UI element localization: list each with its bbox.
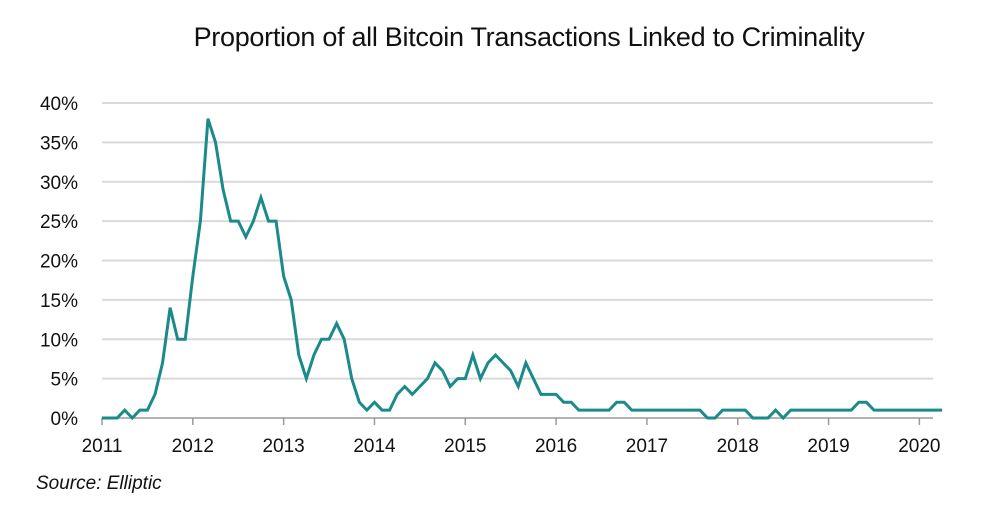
x-axis-tick-labels: 2011 2012 2013 2014 2015 2016 2017 2018 2019 2020 — [82, 436, 941, 457]
y-tick-label: 0% — [51, 409, 79, 430]
gridlines — [102, 102, 933, 380]
series-layer — [102, 118, 943, 421]
y-tick-label: 30% — [40, 173, 78, 194]
y-axis-tick-labels: 0% 5% 10% 15% 20% 25% 30% 35% 40% — [40, 94, 78, 430]
y-tick-label: 25% — [40, 212, 78, 233]
y-tick-label: 35% — [40, 133, 78, 154]
x-tick-label: 2014 — [353, 436, 396, 457]
x-tick-label: 2020 — [898, 436, 940, 457]
chart-title: Proportion of all Bitcoin Transactions L… — [193, 22, 865, 52]
x-tick-label: 2012 — [172, 436, 214, 457]
y-tick-label: 5% — [51, 370, 79, 391]
y-tick-label: 15% — [40, 291, 78, 312]
x-tick-label: 2013 — [262, 436, 304, 457]
y-tick-label: 20% — [40, 252, 78, 273]
series-line — [102, 118, 943, 421]
x-axis — [101, 417, 933, 425]
x-tick-label: 2011 — [82, 436, 123, 457]
x-tick-label: 2018 — [717, 436, 759, 457]
source-note: Source: Elliptic — [36, 473, 162, 494]
x-tick-label: 2017 — [626, 436, 668, 457]
x-tick-label: 2015 — [444, 436, 486, 457]
y-tick-label: 40% — [40, 94, 78, 115]
x-tick-label: 2019 — [807, 436, 849, 457]
y-tick-label: 10% — [40, 330, 78, 351]
x-tick-label: 2016 — [535, 436, 577, 457]
